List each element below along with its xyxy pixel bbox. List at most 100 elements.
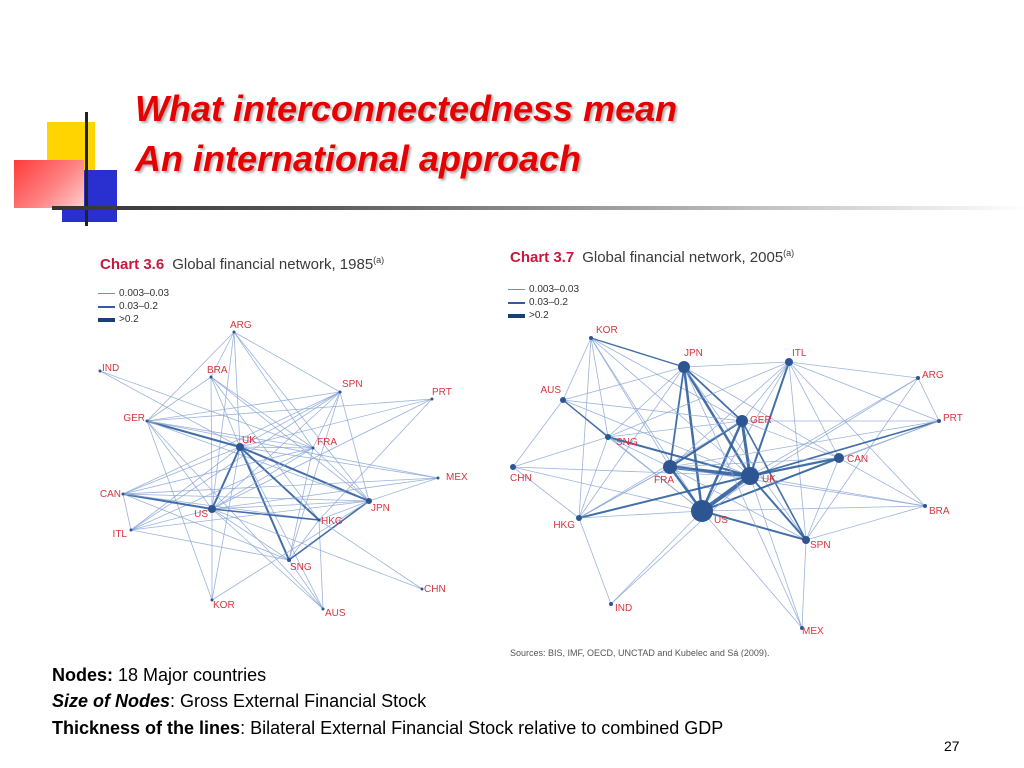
- legend-item: 0.003–0.03: [508, 283, 579, 296]
- legend-swatch-thick: [508, 313, 525, 318]
- network-link: [512, 466, 703, 512]
- network-link: [211, 508, 423, 590]
- network-link: [607, 366, 685, 438]
- network-link: [590, 337, 671, 468]
- network-link: [590, 337, 685, 368]
- network-link: [239, 446, 370, 502]
- network-link: [512, 466, 751, 477]
- network-link: [607, 436, 671, 468]
- network-node: [287, 558, 291, 562]
- network-link: [669, 420, 743, 468]
- chart1-superscript: (a): [373, 255, 385, 265]
- network-link: [211, 508, 324, 610]
- network-link: [578, 466, 671, 519]
- network-link: [146, 420, 213, 510]
- node-label: CHN: [510, 473, 532, 484]
- slide-title-line1: What interconnectedness mean: [135, 88, 678, 129]
- network-link: [610, 510, 703, 605]
- network-link: [578, 475, 751, 519]
- node-label: FRA: [317, 437, 337, 448]
- node-label: US: [714, 515, 728, 526]
- network-link: [318, 500, 370, 521]
- network-link: [288, 559, 324, 610]
- network-link: [590, 337, 751, 477]
- node-label: SPN: [342, 379, 363, 390]
- network-link: [211, 446, 241, 601]
- network-node: [785, 358, 793, 366]
- node-label: ITL: [792, 348, 807, 359]
- network-node: [236, 443, 244, 451]
- network-chart-2: KOR JPN ITL ARG AUS GER PRT SNG CAN CHN FRA UK US BRA…: [510, 325, 963, 637]
- network-link: [288, 447, 314, 561]
- network-link: [146, 420, 324, 610]
- network-link: [805, 457, 840, 541]
- network-link: [239, 446, 290, 561]
- network-node: [366, 498, 372, 504]
- node-label: PRT: [432, 387, 452, 398]
- network-link: [562, 399, 751, 477]
- network-link: [749, 361, 790, 477]
- network-node: [937, 419, 941, 423]
- network-link: [146, 420, 314, 449]
- network-link: [288, 500, 370, 561]
- node-label: GER: [750, 415, 772, 426]
- network-link: [683, 366, 807, 541]
- network-link: [130, 508, 213, 531]
- network-link: [122, 477, 439, 495]
- note-nodes-text: 18 Major countries: [113, 665, 267, 685]
- network-link: [562, 399, 609, 438]
- node-label: HKG: [321, 516, 343, 527]
- network-node: [834, 453, 844, 463]
- network-link: [590, 337, 703, 512]
- network-link: [590, 337, 609, 438]
- network-link: [805, 377, 919, 541]
- note-thickness-label: Thickness of the lines: [52, 718, 241, 738]
- node-label: HKG: [553, 520, 575, 531]
- node-label: SNG: [290, 562, 312, 573]
- network-link: [211, 391, 341, 510]
- node-label: SNG: [616, 437, 638, 448]
- network-link: [578, 517, 612, 605]
- network-link: [130, 391, 341, 531]
- network-node: [311, 446, 315, 450]
- network-link: [146, 420, 439, 479]
- network-link: [578, 510, 703, 519]
- network-link: [211, 500, 370, 601]
- network-link: [211, 508, 290, 561]
- node-label: CAN: [847, 454, 868, 465]
- network-node: [436, 476, 440, 480]
- network-node: [916, 376, 920, 380]
- network-link: [590, 337, 743, 422]
- node-label: AUS: [325, 608, 346, 619]
- network-link: [607, 420, 743, 438]
- network-node: [736, 415, 748, 427]
- node-label: KOR: [596, 325, 618, 336]
- network-link: [318, 519, 423, 590]
- network-node: [98, 369, 102, 373]
- network-node: [208, 505, 216, 513]
- node-label: JPN: [371, 503, 390, 514]
- legend-label: >0.2: [119, 314, 139, 325]
- legend-item: 0.03–0.2: [508, 296, 579, 309]
- chart1-title: Global financial network, 1985: [172, 256, 374, 273]
- network-link: [610, 475, 751, 605]
- network-link: [700, 420, 744, 512]
- network-link: [211, 477, 439, 510]
- note-nodes: Nodes: 18 Major countries: [52, 665, 266, 686]
- network-link: [701, 377, 919, 512]
- note-thickness: Thickness of the lines: Bilateral Extern…: [52, 718, 723, 739]
- network-link: [669, 466, 807, 541]
- node-label: US: [194, 509, 208, 520]
- node-label: BRA: [207, 365, 228, 376]
- network-link: [917, 377, 940, 422]
- network-node: [691, 500, 713, 522]
- network-link: [701, 510, 803, 629]
- note-size: Size of Nodes: Gross External Financial …: [52, 691, 426, 712]
- network-link: [239, 446, 320, 521]
- network-link: [669, 457, 840, 468]
- network-node: [420, 587, 424, 591]
- network-link: [146, 398, 433, 422]
- network-link: [288, 519, 320, 561]
- network-node: [560, 397, 566, 403]
